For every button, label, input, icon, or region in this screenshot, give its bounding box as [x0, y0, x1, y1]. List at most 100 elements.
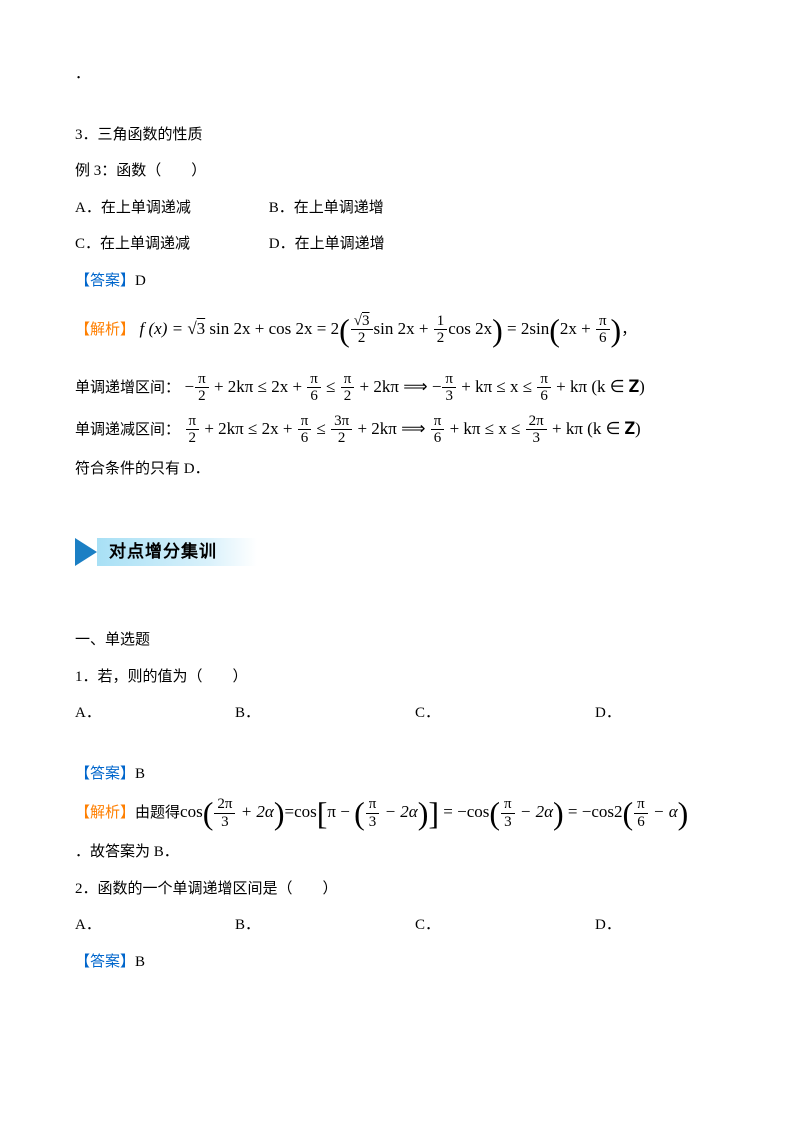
in4: π [442, 371, 456, 389]
answer-value: B [135, 766, 145, 782]
q1-analysis: 【解析】由题得cos(2π3 + 2α)=cos[π − (π3 − 2α)] … [75, 794, 725, 830]
mono-increase-line: 单调递增区间： −π2 + 2kπ ≤ 2x + π6 ≤ π2 + 2kπ ⟹… [75, 369, 725, 405]
it2: cos 2x [448, 319, 492, 338]
example3-analysis-main: 【解析】 f (x) = √3 sin 2x + cos 2x = 2(√32s… [75, 311, 725, 347]
example3-options-row2: C．在上单调递减 D．在上单调递增 [75, 230, 725, 259]
q1-options: A． B． C． D． [75, 699, 725, 728]
n1: 3 [362, 313, 370, 329]
practice-section-label: 一、单选题 [75, 626, 725, 655]
analysis-label: 【解析】 [75, 805, 135, 821]
e3: = −cos2 [564, 802, 623, 821]
section-banner: 对点增分集训 [75, 538, 725, 566]
example3-answer: 【答案】D [75, 267, 725, 296]
m2a2: − 2α [516, 802, 553, 821]
dd5: 3 [526, 430, 547, 447]
id1: 2 [195, 388, 209, 405]
dp3: + kπ ≤ x ≤ [445, 419, 524, 438]
example3-options-row1: A．在上单调递减 B．在上单调递增 [75, 194, 725, 223]
dd4: 6 [431, 430, 445, 447]
n2: 1 [434, 313, 448, 331]
in3: π [341, 371, 355, 389]
q2-opt-c: C． [415, 911, 595, 940]
itail: + kπ (k ∈ 𝐙) [552, 377, 645, 396]
ip1: + 2kπ ≤ 2x + [210, 377, 307, 396]
q1-opt-b: B． [235, 699, 415, 728]
dle: ≤ [312, 419, 330, 438]
dtail: + kπ (k ∈ 𝐙) [548, 419, 641, 438]
q1-stem: 1．若，则的值为（ ） [75, 663, 725, 692]
dd3: 2 [331, 430, 352, 447]
c2n: π [366, 796, 380, 814]
arg2x: 2x + [560, 319, 595, 338]
opt-c: C．在上单调递减 [75, 230, 265, 259]
c3d: 3 [501, 814, 515, 831]
answer-value: D [135, 273, 146, 289]
an: π [596, 313, 610, 331]
pm: π − [327, 802, 354, 821]
id5: 6 [537, 388, 551, 405]
c1d: 3 [214, 814, 235, 831]
opt-d: D．在上单调递增 [269, 236, 385, 252]
dec-label: 单调递减区间： [75, 422, 180, 438]
c4d: 6 [634, 814, 648, 831]
ad: 6 [596, 330, 610, 347]
d2: 2 [434, 330, 448, 347]
dn5: 2π [526, 413, 547, 431]
id4: 3 [442, 388, 456, 405]
q2-stem: 2．函数的一个单调递增区间是（ ） [75, 875, 725, 904]
dd2: 6 [298, 430, 312, 447]
answer-value: B [135, 954, 145, 970]
q2-answer: 【答案】B [75, 948, 725, 977]
banner-text: 对点增分集训 [97, 538, 257, 566]
opt-a: A．在上单调递减 [75, 194, 265, 223]
d1: 2 [351, 330, 373, 347]
q1-opt-a: A． [75, 699, 235, 728]
dp2: + 2kπ ⟹ [353, 419, 430, 438]
inc-label: 单调递增区间： [75, 380, 180, 396]
ile: ≤ [322, 377, 340, 396]
dp1: + 2kπ ≤ 2x + [200, 419, 297, 438]
dn1: π [186, 413, 200, 431]
in1: π [195, 371, 209, 389]
analysis-label: 【解析】 [75, 322, 135, 338]
answer-label: 【答案】 [75, 766, 135, 782]
q1-opt-d: D． [595, 699, 715, 728]
dn4: π [431, 413, 445, 431]
in2: π [307, 371, 321, 389]
q2-opt-a: A． [75, 911, 235, 940]
answer-label: 【答案】 [75, 954, 135, 970]
fx-prefix: f (x) = [140, 319, 188, 338]
leading-dot: ． [75, 60, 725, 89]
dd1: 2 [186, 430, 200, 447]
example3-stem: 例 3：函数（ ） [75, 157, 725, 186]
neg1: − [185, 377, 195, 396]
eq2: = 2sin [503, 319, 549, 338]
opt-b: B．在上单调递增 [269, 200, 384, 216]
p2a: + 2α [236, 802, 273, 821]
q2-opt-d: D． [595, 911, 715, 940]
dn2: π [298, 413, 312, 431]
id2: 6 [307, 388, 321, 405]
c1n: 2π [214, 796, 235, 814]
mono-decrease-line: 单调递减区间： π2 + 2kπ ≤ 2x + π6 ≤ 3π2 + 2kπ ⟹… [75, 411, 725, 447]
c3n: π [501, 796, 515, 814]
in5: π [537, 371, 551, 389]
c4n: π [634, 796, 648, 814]
m2a: − 2α [380, 802, 417, 821]
q1-prefix: 由题得 [135, 805, 180, 821]
q2-options: A． B． C． D． [75, 911, 725, 940]
sqrt3: 3 [197, 319, 206, 338]
q1-opt-c: C． [415, 699, 595, 728]
it1: sin 2x + [374, 319, 433, 338]
ip2: + 2kπ ⟹ − [355, 377, 441, 396]
dn3: 3π [331, 413, 352, 431]
ftail: ， [621, 322, 636, 338]
answer-label: 【答案】 [75, 273, 135, 289]
id3: 2 [341, 388, 355, 405]
q1-tail: ．故答案为 B． [75, 838, 725, 867]
e1: =cos [285, 802, 317, 821]
e2: = −cos [439, 802, 489, 821]
q1-answer: 【答案】B [75, 760, 725, 789]
q2-opt-b: B． [235, 911, 415, 940]
section3-title: 3．三角函数的性质 [75, 121, 725, 150]
